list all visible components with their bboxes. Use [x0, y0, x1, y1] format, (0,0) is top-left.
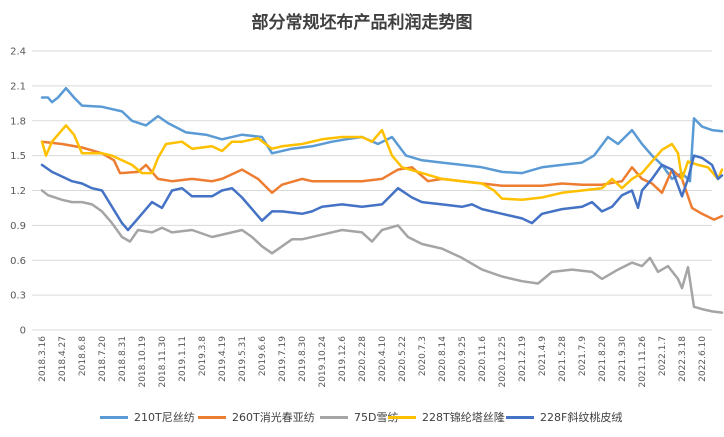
- y-tick-label: 1.8: [10, 116, 26, 127]
- x-tick-label: 2020.12.25: [498, 336, 508, 388]
- legend-label: 228F斜纹桃皮绒: [540, 411, 623, 424]
- x-tick-label: 2019.6.6: [258, 336, 268, 376]
- y-tick-label: 0.9: [10, 221, 26, 232]
- x-tick-label: 2021.7.9: [578, 336, 588, 376]
- x-tick-label: 2018.3.16: [38, 336, 48, 382]
- legend-swatch: [506, 415, 534, 419]
- legend-item: 75D雪纺: [320, 407, 398, 427]
- legend-label: 260T消光春亚纺: [232, 411, 315, 424]
- x-tick-label: 2018.4.27: [58, 336, 68, 382]
- x-tick-label: 2020.5.22: [398, 336, 408, 382]
- legend-label: 75D雪纺: [354, 411, 399, 424]
- x-tick-label: 2022.6.10: [698, 336, 708, 382]
- y-tick-label: 0: [20, 326, 26, 337]
- x-tick-label: 2018.8.31: [118, 336, 128, 382]
- legend-swatch: [198, 415, 226, 419]
- x-tick-label: 2021.2.19: [518, 336, 528, 382]
- x-tick-label: 2021.8.20: [598, 336, 608, 382]
- legend-item: 210T尼丝纺: [100, 407, 195, 427]
- x-tick-label: 2020.11.6: [478, 336, 488, 382]
- x-tick-label: 2019.7.19: [278, 336, 288, 382]
- series-line-5: [40, 154, 724, 232]
- y-tick-label: 1.2: [10, 186, 26, 197]
- x-tick-label: 2020.8.14: [438, 336, 448, 382]
- series-lines: [40, 86, 724, 314]
- x-tick-label: 2019.12.6: [338, 336, 348, 382]
- legend-swatch: [388, 415, 416, 419]
- x-tick-label: 2018.6.8: [78, 336, 88, 376]
- legend-label: 210T尼丝纺: [134, 411, 195, 424]
- x-tick-label: 2020.9.25: [458, 336, 468, 382]
- x-tick-label: 2019.8.30: [298, 336, 308, 382]
- y-tick-label: 2.4: [10, 47, 26, 58]
- legend-item: 260T消光春亚纺: [198, 407, 315, 427]
- legend-label: 228T锦纶塔丝隆: [422, 411, 505, 424]
- legend-swatch: [100, 415, 128, 419]
- x-tick-label: 2019.4.19: [218, 336, 228, 382]
- y-tick-label: 0.3: [10, 291, 26, 302]
- x-tick-label: 2021.9.30: [618, 336, 628, 382]
- x-tick-label: 2019.10.24: [318, 336, 328, 388]
- x-tick-label: 2018.11.30: [158, 336, 168, 388]
- x-tick-label: 2021.11.26: [638, 336, 648, 388]
- series-line-2: [40, 140, 724, 221]
- x-tick-label: 2019.1.11: [178, 336, 188, 382]
- x-tick-label: 2020.4.10: [378, 336, 388, 382]
- x-tick-label: 2019.5.31: [238, 336, 248, 382]
- legend-item: 228T锦纶塔丝隆: [388, 407, 505, 427]
- x-tick-label: 2021.4.9: [538, 336, 548, 376]
- x-tick-label: 2022.1.7: [658, 336, 668, 376]
- legend-item: 228F斜纹桃皮绒: [506, 407, 622, 427]
- y-tick-label: 0.6: [10, 256, 26, 267]
- chart-plot-area: 00.30.60.91.21.51.82.12.4 2018.3.16 2018.…: [10, 47, 724, 388]
- y-tick-label: 2.1: [10, 81, 26, 92]
- y-axis-ticks: 0 0.3 0.6 0.9 1.2 1.5 1.8 2.1 2.4: [10, 47, 26, 337]
- x-tick-label: 2020.2.28: [358, 336, 368, 382]
- x-tick-label: 2020.7.3: [418, 336, 428, 376]
- x-axis-ticks: 2018.3.16 2018.4.27 2018.6.8 2018.7.20 2018.…: [38, 336, 708, 388]
- chart-title: 部分常规坯布产品利润走势图: [251, 13, 473, 33]
- x-tick-label: 2018.10.19: [138, 336, 148, 388]
- gridlines: [32, 50, 712, 331]
- series-line-4: [40, 124, 724, 202]
- chart-legend: 210T尼丝纺 260T消光春亚纺 75D雪纺 228T锦纶塔丝隆 228F斜纹桃皮绒: [0, 407, 724, 427]
- series-line-3: [40, 189, 724, 314]
- legend-swatch: [320, 415, 348, 419]
- y-tick-label: 1.5: [10, 151, 26, 162]
- x-tick-label: 2021.5.28: [558, 336, 568, 382]
- x-tick-label: 2022.3.18: [678, 336, 688, 382]
- x-tick-label: 2018.7.20: [98, 336, 108, 382]
- x-tick-label: 2019.3.8: [198, 336, 208, 376]
